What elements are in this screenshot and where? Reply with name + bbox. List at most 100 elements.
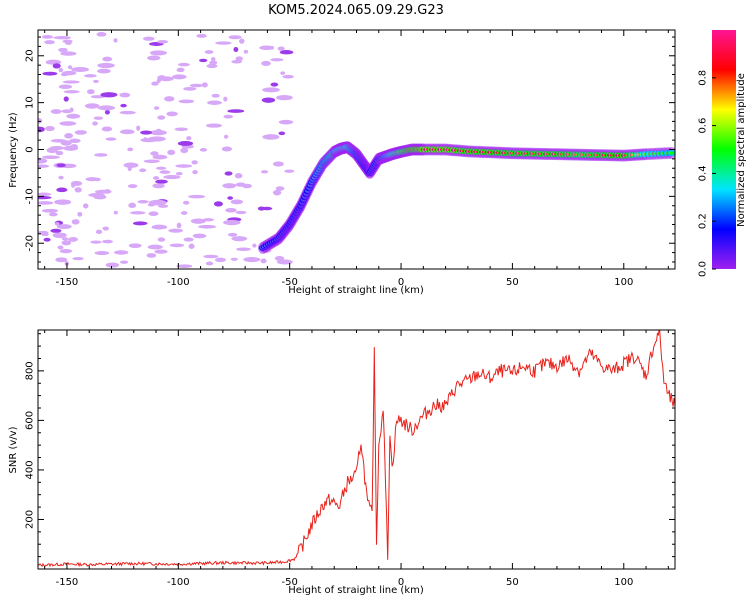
noise-blob <box>66 113 81 119</box>
noise-blob <box>74 130 87 135</box>
noise-blob <box>42 71 58 76</box>
noise-blob <box>60 140 72 146</box>
noise-blob <box>276 95 293 101</box>
noise-blob <box>190 218 206 224</box>
noise-blob <box>147 136 166 142</box>
noise-blob <box>127 184 138 189</box>
noise-blob <box>155 179 168 184</box>
noise-blob <box>82 203 89 209</box>
noise-blob <box>102 226 109 231</box>
noise-blob <box>56 224 72 230</box>
noise-blob <box>153 106 160 110</box>
colorbar-tick-label: 0.8 <box>698 70 709 86</box>
noise-blob <box>203 254 219 259</box>
noise-blob <box>84 103 100 109</box>
spectrogram-x-tick-label: -100 <box>167 277 190 288</box>
noise-blob <box>279 50 294 55</box>
noise-blob <box>192 233 207 239</box>
noise-blob <box>259 45 274 51</box>
snr-y-tick-label: 200 <box>25 510 36 529</box>
noise-blob <box>104 109 110 115</box>
noise-blob <box>231 236 248 242</box>
noise-blob <box>233 47 239 52</box>
noise-blob <box>74 187 82 193</box>
noise-blob <box>38 164 50 168</box>
noise-blob <box>139 168 147 173</box>
snr-series-line <box>38 330 675 568</box>
noise-blob <box>231 60 243 64</box>
noise-blob <box>70 180 83 186</box>
noise-blob <box>44 126 55 132</box>
noise-blob <box>270 82 279 87</box>
noise-blob <box>151 224 168 230</box>
noise-blob <box>157 204 169 208</box>
noise-blob <box>186 136 192 141</box>
noise-blob <box>180 147 189 154</box>
noise-blob <box>199 148 208 152</box>
noise-blob <box>275 186 285 191</box>
noise-blob <box>38 126 45 133</box>
noise-blob <box>105 137 117 141</box>
noise-blob <box>175 164 193 168</box>
noise-blob <box>148 199 167 206</box>
noise-blob <box>136 125 141 131</box>
noise-blob <box>188 194 206 199</box>
noise-blob <box>215 41 232 45</box>
colorbar-tick-label: 0.6 <box>698 118 709 134</box>
noise-blob <box>262 87 280 93</box>
noise-blob <box>207 100 222 105</box>
noise-blob <box>84 74 97 78</box>
noise-blob <box>192 170 198 175</box>
noise-blob <box>261 97 276 103</box>
noise-blob <box>120 103 127 108</box>
spectrogram-x-tick-label: 50 <box>506 277 519 288</box>
noise-blob <box>123 162 139 168</box>
noise-blob <box>85 177 100 182</box>
noise-blob <box>38 201 54 205</box>
noise-blob <box>63 90 80 94</box>
noise-blob <box>93 116 104 120</box>
noise-blob <box>94 189 112 194</box>
noise-blob <box>52 63 61 69</box>
noise-blob <box>94 153 108 157</box>
noise-blob <box>95 229 103 235</box>
noise-blob <box>270 58 284 62</box>
noise-blob <box>236 247 251 251</box>
noise-blob <box>155 166 167 170</box>
noise-blob <box>96 32 107 37</box>
noise-blob <box>178 99 195 104</box>
noise-blob <box>77 211 83 217</box>
noise-blob <box>62 80 80 84</box>
spectrogram-y-tick-label: -20 <box>25 235 36 251</box>
spectrogram-x-tick-label: -50 <box>282 277 298 288</box>
noise-blob <box>42 155 60 160</box>
noise-blob <box>188 243 195 249</box>
noise-blob <box>151 81 159 86</box>
noise-blob <box>119 110 136 115</box>
noise-blob <box>90 240 102 244</box>
noise-blob <box>69 138 81 143</box>
noise-blob <box>38 192 52 197</box>
snr-x-tick-label: -50 <box>282 577 298 588</box>
noise-blob <box>225 208 237 213</box>
noise-blob <box>101 126 113 132</box>
noise-blob <box>137 199 149 204</box>
spectrogram-x-ticks: -150 -100 -50 0 50 100 <box>44 30 669 288</box>
colorbar-strip <box>712 30 736 269</box>
noise-blob <box>63 96 69 102</box>
noise-blob <box>127 147 134 152</box>
noise-blob <box>166 111 178 117</box>
noise-blob <box>164 96 175 102</box>
noise-blob <box>230 199 243 205</box>
noise-blob <box>213 201 223 207</box>
noise-blob <box>261 60 271 66</box>
noise-blob <box>149 50 168 56</box>
noise-blob <box>105 262 120 268</box>
noise-blob <box>180 211 188 215</box>
noise-blob <box>261 206 273 211</box>
snr-y-ticks: 200 400 600 800 <box>25 333 675 570</box>
noise-blob <box>50 228 62 233</box>
noise-blob <box>223 219 241 226</box>
snr-y-axis-label: SNR (v/v) <box>8 426 19 473</box>
noise-blob <box>224 171 233 176</box>
